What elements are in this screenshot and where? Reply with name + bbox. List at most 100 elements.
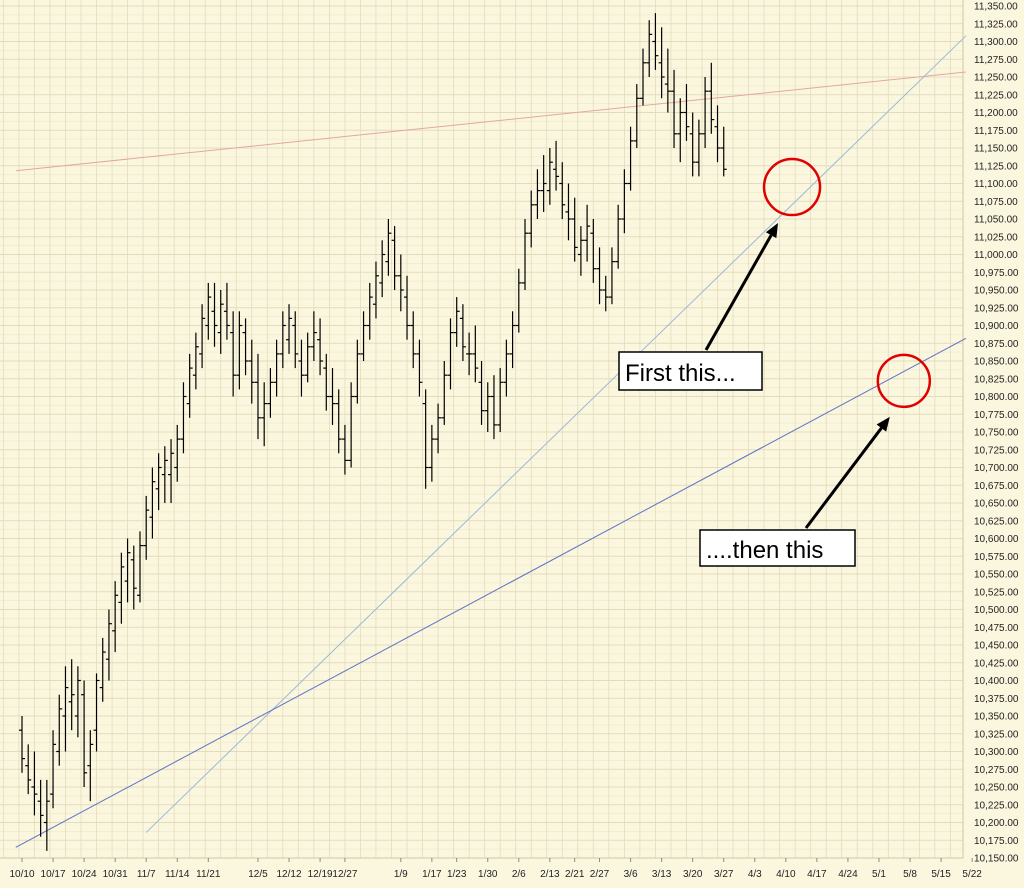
ohlc-bar <box>640 48 646 106</box>
ohlc-bar <box>105 609 112 681</box>
x-tick-label: 10/17 <box>41 869 66 880</box>
ohlc-bar <box>254 353 261 440</box>
ohlc-bar <box>310 311 317 361</box>
y-tick-label: 11,200.00 <box>974 108 1018 119</box>
arrow-first <box>704 234 773 351</box>
x-tick-label: 4/3 <box>748 869 762 880</box>
y-tick-label: 10,400.00 <box>974 676 1019 687</box>
circle-then <box>876 353 932 409</box>
x-tick-label: 5/8 <box>903 869 917 880</box>
x-tick-label: 2/6 <box>512 869 526 880</box>
ohlc-bar <box>31 751 38 816</box>
x-tick-label: 2/21 <box>565 869 585 880</box>
ohlc-bar <box>453 297 460 347</box>
y-tick-label: 10,200.00 <box>974 818 1019 829</box>
ohlc-bar <box>323 353 330 411</box>
y-tick-label: 10,325.00 <box>974 729 1019 740</box>
ohlc-bar <box>435 403 442 454</box>
x-tick-label: 5/15 <box>931 869 951 880</box>
x-tick-label: 3/27 <box>714 869 734 880</box>
y-tick-label: 10,700.00 <box>974 463 1019 474</box>
ohlc-bar <box>447 318 454 390</box>
ohlc-bar <box>348 382 355 468</box>
arrow-then <box>804 427 883 529</box>
annotation-first: First this... <box>618 157 822 391</box>
grid <box>0 0 964 859</box>
ohlc-bar <box>74 666 81 738</box>
y-tick-label: 10,425.00 <box>974 658 1019 669</box>
ohlc-bar <box>459 304 466 361</box>
ohlc-bar <box>62 666 69 752</box>
upper-trendline <box>145 35 967 833</box>
y-tick-label: 11,025.00 <box>974 232 1018 243</box>
ohlc-bar <box>416 339 423 397</box>
y-tick-label: 10,375.00 <box>974 694 1019 705</box>
y-tick-label: 10,975.00 <box>974 268 1019 279</box>
ohlc-bar <box>540 155 547 212</box>
y-tick-label: 11,225.00 <box>974 90 1018 101</box>
ohlc-bar <box>615 204 622 269</box>
ohlc-bar <box>341 424 348 475</box>
y-tick-label: 11,075.00 <box>974 197 1018 208</box>
x-tick-label: 1/9 <box>394 869 408 880</box>
ohlc-bar <box>441 361 448 425</box>
ohlc-bar <box>168 439 175 503</box>
ohlc-bar <box>230 311 237 397</box>
ohlc-bar <box>652 13 659 70</box>
callout-first-text: First this... <box>625 360 736 387</box>
ohlc-bar <box>130 545 137 610</box>
ohlc-bar <box>155 453 162 511</box>
y-tick-label: 11,275.00 <box>974 55 1018 66</box>
y-tick-label: 10,300.00 <box>974 747 1019 758</box>
x-tick-label: 5/22 <box>962 869 982 880</box>
y-tick-label: 10,350.00 <box>974 712 1019 723</box>
ohlc-bar <box>553 140 560 191</box>
ohlc-bar <box>366 282 373 340</box>
ohlc-bar <box>472 325 479 383</box>
ohlc-bar <box>695 119 702 177</box>
x-tick-label: 4/10 <box>776 869 796 880</box>
x-tick-label: 3/6 <box>624 869 638 880</box>
ohlc-bar <box>702 77 709 148</box>
ohlc-bar <box>205 282 212 340</box>
ohlc-bar <box>161 446 168 503</box>
ohlc-bar <box>528 190 535 248</box>
y-axis: 10,150.00 10,175.00 10,200.00 10,225.00 10,2… <box>974 2 1019 865</box>
y-tick-label: 10,850.00 <box>974 357 1019 368</box>
y-tick-label: 11,125.00 <box>974 161 1018 172</box>
ohlc-bar <box>304 332 311 383</box>
ohlc-bar <box>633 84 640 148</box>
ohlc-bar <box>708 62 715 134</box>
ohlc-bar <box>87 730 94 802</box>
ohlc-bar <box>565 183 572 241</box>
ohlc-bar <box>81 680 88 787</box>
ohlc-bar <box>720 126 727 177</box>
ohlc-bar <box>503 339 510 397</box>
ohlc-bar <box>273 339 280 397</box>
ohlc-bar <box>478 361 485 425</box>
y-tick-label: 10,475.00 <box>974 623 1019 634</box>
ohlc-bar <box>627 126 634 191</box>
ohlc-bar <box>559 162 566 219</box>
x-tick-label: 1/23 <box>447 869 467 880</box>
ohlc-bar <box>671 69 678 148</box>
ohlc-bar <box>534 169 541 219</box>
ohlc-bar <box>56 694 63 766</box>
ohlc-bar <box>677 98 684 163</box>
y-tick-label: 10,775.00 <box>974 410 1019 421</box>
x-tick-label: 2/27 <box>590 869 610 880</box>
ohlc-bar <box>385 219 392 276</box>
ohlc-bar <box>174 424 181 482</box>
ohlc-bar <box>99 637 106 702</box>
ohlc-bar <box>484 382 491 432</box>
ohlc-bar <box>522 219 529 290</box>
y-tick-label: 11,325.00 <box>974 19 1018 30</box>
callout-then-text: ....then this <box>706 537 823 564</box>
x-tick-label: 11/14 <box>165 869 190 880</box>
ohlc-bar <box>546 148 553 205</box>
ohlc-bar <box>571 197 578 262</box>
ohlc-bar <box>602 275 609 312</box>
x-tick-label: 1/30 <box>478 869 498 880</box>
y-tick-label: 10,450.00 <box>974 641 1019 652</box>
ohlc-bar <box>93 673 100 752</box>
